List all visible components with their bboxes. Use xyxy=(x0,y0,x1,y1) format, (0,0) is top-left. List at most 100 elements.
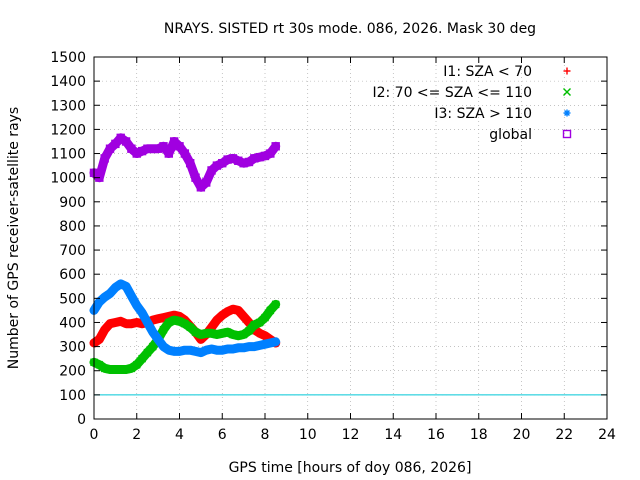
data-point-series-3 xyxy=(100,154,109,163)
data-point-series-2 xyxy=(138,309,146,317)
y-tick-label: 400 xyxy=(59,315,86,331)
data-point-series-2 xyxy=(234,344,242,352)
data-point-series-2 xyxy=(250,343,258,351)
data-point-series-3 xyxy=(105,144,115,153)
data-point-series-0 xyxy=(256,329,264,337)
data-point-series-3 xyxy=(212,161,222,170)
x-tick-label: 0 xyxy=(90,427,99,443)
x-tick-label: 10 xyxy=(299,427,317,443)
data-point-series-3 xyxy=(148,144,157,153)
data-point-series-2 xyxy=(122,282,130,290)
data-point-series-0 xyxy=(101,326,109,334)
data-point-series-3 xyxy=(260,151,270,161)
y-tick-label: 1200 xyxy=(50,122,86,138)
data-point-series-2 xyxy=(106,290,114,298)
y-tick-label: 200 xyxy=(59,364,86,380)
data-point-series-1 xyxy=(250,320,259,329)
x-tick-label: 12 xyxy=(342,427,360,443)
data-point-series-2 xyxy=(245,343,253,351)
legend: I1: SZA < 70 I2: 70 <= SZA <= 110 I3: SZA … xyxy=(372,64,572,143)
data-point-series-0 xyxy=(95,335,103,343)
y-tick-label: 1400 xyxy=(50,74,86,90)
x-tick-label: 2 xyxy=(132,427,141,443)
data-point-series-0 xyxy=(159,314,167,322)
x-tick-label: 14 xyxy=(384,427,402,443)
y-tick-label: 300 xyxy=(59,340,86,356)
data-point-series-3 xyxy=(239,158,248,168)
data-point-series-0 xyxy=(117,317,125,325)
data-point-series-2 xyxy=(127,292,135,300)
data-point-series-2 xyxy=(186,346,194,354)
data-point-series-1 xyxy=(159,325,168,334)
x-tick-label: 18 xyxy=(470,427,488,443)
data-point-series-0 xyxy=(240,312,248,320)
data-point-series-1 xyxy=(148,342,157,351)
x-tick-label: 22 xyxy=(555,427,573,443)
x-tick-label: 20 xyxy=(513,427,531,443)
legend-label: I1: SZA < 70 xyxy=(443,64,532,80)
data-point-series-0 xyxy=(127,320,135,328)
data-point-series-2 xyxy=(192,347,200,355)
data-point-series-2 xyxy=(176,347,183,355)
data-point-series-1 xyxy=(191,328,200,337)
data-point-series-2 xyxy=(159,343,167,351)
legend-label: I2: 70 <= SZA <= 110 xyxy=(372,85,532,101)
data-point-series-3 xyxy=(228,154,238,163)
data-point-series-2 xyxy=(117,280,125,288)
data-point-series-3 xyxy=(234,156,243,165)
data-point-series-1 xyxy=(239,330,248,339)
data-point-series-2 xyxy=(261,340,269,348)
data-point-series-0 xyxy=(106,320,114,328)
legend-marker xyxy=(563,109,571,117)
data-point-series-3 xyxy=(266,149,275,158)
y-tick-label: 700 xyxy=(59,243,86,259)
y-tick-label: 1000 xyxy=(50,171,86,187)
data-point-series-3 xyxy=(250,154,259,163)
y-tick-label: 1500 xyxy=(50,50,86,66)
data-point-series-0 xyxy=(218,311,226,319)
data-point-series-0 xyxy=(154,315,162,323)
data-point-series-3 xyxy=(271,142,280,151)
chart-title: NRAYS. SISTED rt 30s mode. 086, 2026. Ma… xyxy=(164,21,536,37)
axis-ticks: 0 2 4 6 8 10 12 14 16 18 20 22 240100200300400500600… xyxy=(50,50,616,443)
y-tick-label: 100 xyxy=(59,388,86,404)
data-point-series-3 xyxy=(137,146,147,156)
data-point-series-2 xyxy=(143,318,151,326)
y-tick-label: 500 xyxy=(59,291,86,307)
series-band-3 xyxy=(89,133,281,192)
data-point-series-0 xyxy=(261,332,269,340)
legend-label: I3: SZA > 110 xyxy=(434,106,532,122)
data-point-series-2 xyxy=(154,335,162,343)
data-point-series-3 xyxy=(180,149,190,158)
data-point-series-2 xyxy=(133,302,141,310)
data-point-series-2 xyxy=(240,344,248,352)
data-point-series-3 xyxy=(159,142,168,151)
data-point-series-3 xyxy=(223,155,232,164)
data-point-series-2 xyxy=(101,293,109,301)
data-point-series-2 xyxy=(149,328,157,336)
legend-marker xyxy=(563,67,571,75)
data-point-series-3 xyxy=(175,142,184,151)
legend-marker xyxy=(563,88,571,96)
data-point-series-3 xyxy=(191,173,200,182)
x-tick-label: 8 xyxy=(261,427,270,443)
data-point-series-3 xyxy=(255,152,264,162)
data-point-series-2 xyxy=(256,341,264,349)
grid xyxy=(94,57,607,419)
y-axis-label: Number of GPS receiver-satellite rays xyxy=(6,107,22,369)
data-point-series-2 xyxy=(95,298,103,306)
data-point-series-0 xyxy=(111,318,119,326)
data-point-series-2 xyxy=(165,346,173,354)
data-point-series-1 xyxy=(180,319,189,328)
data-point-series-1 xyxy=(261,313,269,322)
data-point-series-3 xyxy=(153,144,163,153)
data-point-series-1 xyxy=(223,328,232,337)
plot-marks xyxy=(89,133,281,374)
data-point-series-3 xyxy=(202,178,211,187)
data-point-series-3 xyxy=(196,183,206,192)
data-point-series-0 xyxy=(229,305,237,313)
data-point-series-2 xyxy=(229,345,237,353)
data-point-series-3 xyxy=(185,158,195,168)
x-tick-label: 24 xyxy=(598,427,616,443)
